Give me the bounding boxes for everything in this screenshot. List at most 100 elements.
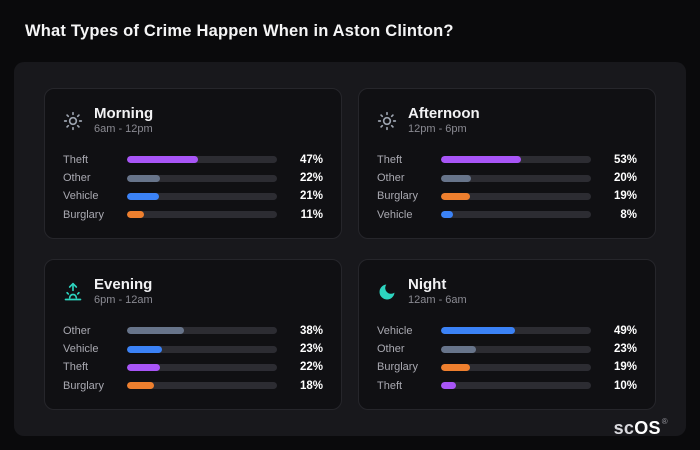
crime-percent-value: 10% <box>613 379 637 392</box>
crime-percent-value: 49% <box>613 324 637 337</box>
sun-icon <box>63 111 83 130</box>
crime-row: Other 20% <box>377 172 637 184</box>
card-title: Evening <box>94 276 153 293</box>
crime-category-label: Vehicle <box>377 208 413 221</box>
bar-track <box>441 345 591 353</box>
card-night-header: Night 12am - 6am <box>377 276 637 308</box>
crime-percent-value: 38% <box>299 324 323 337</box>
bar-track <box>127 211 277 219</box>
crime-row: Other 23% <box>377 343 637 355</box>
crime-percent-value: 11% <box>300 208 323 221</box>
crime-category-label: Burglary <box>63 379 104 392</box>
bar-fill <box>441 363 470 371</box>
card-subtitle: 12am - 6am <box>408 294 467 307</box>
crime-category-label: Burglary <box>377 361 418 374</box>
crime-row: Theft 53% <box>377 154 637 166</box>
bar-chart: Other 38% Vehicle 23% Theft 22% Burglary 18% <box>63 318 323 395</box>
brand-suffix: OS <box>634 418 661 438</box>
crime-category-label: Burglary <box>63 208 104 221</box>
card-evening-header: Evening 6pm - 12am <box>63 276 323 308</box>
card-night: Night 12am - 6am Vehicle 49% Other 23% Burgl… <box>358 259 656 410</box>
card-title: Afternoon <box>408 105 480 122</box>
crime-percent-value: 23% <box>299 343 323 356</box>
crime-percent-value: 8% <box>620 208 637 221</box>
bar-chart: Vehicle 49% Other 23% Burglary 19% Theft 10% <box>377 318 637 395</box>
crime-percent-value: 53% <box>613 153 637 166</box>
bar-chart: Theft 47% Other 22% Vehicle 21% Burglary 11% <box>63 147 323 224</box>
crime-category-label: Burglary <box>377 190 418 203</box>
bar-fill <box>127 192 159 200</box>
crime-row: Burglary 11% <box>63 209 323 221</box>
bar-track <box>441 174 591 182</box>
crime-percent-value: 18% <box>299 379 323 392</box>
crime-category-label: Other <box>63 172 91 185</box>
crime-percent-value: 20% <box>613 172 637 185</box>
bar-track <box>127 174 277 182</box>
card-evening: Evening 6pm - 12am Other 38% Vehicle 23% The… <box>44 259 342 410</box>
card-subtitle: 6pm - 12am <box>94 294 153 307</box>
crime-category-label: Vehicle <box>63 190 99 203</box>
crime-times-panel: Morning 6am - 12pm Theft 47% Other 22% Vehic… <box>14 62 686 436</box>
crime-row: Burglary 18% <box>63 380 323 392</box>
crime-category-label: Theft <box>63 153 89 166</box>
crime-category-label: Theft <box>377 153 403 166</box>
card-subtitle: 6am - 12pm <box>94 123 153 136</box>
crime-category-label: Theft <box>63 361 89 374</box>
bar-fill <box>127 327 184 335</box>
bar-fill <box>441 345 476 353</box>
bar-fill <box>127 363 160 371</box>
card-subtitle: 12pm - 6pm <box>408 123 467 136</box>
card-morning: Morning 6am - 12pm Theft 47% Other 22% Vehic… <box>44 88 342 239</box>
bar-track <box>441 156 591 164</box>
bar-track <box>441 363 591 371</box>
brand-logo: scOS® <box>613 417 668 438</box>
bar-fill <box>127 156 198 164</box>
crime-category-label: Other <box>377 172 405 185</box>
crime-row: Other 22% <box>63 172 323 184</box>
crime-row: Burglary 19% <box>377 361 637 373</box>
card-title: Night <box>408 276 447 293</box>
crime-row: Vehicle 21% <box>63 190 323 202</box>
sunset-icon <box>64 282 82 301</box>
bar-track <box>441 192 591 200</box>
bar-fill <box>127 382 154 390</box>
bar-fill <box>127 211 144 219</box>
crime-category-label: Theft <box>377 379 403 392</box>
crime-row: Other 38% <box>63 325 323 337</box>
crime-category-label: Vehicle <box>377 324 413 337</box>
crime-row: Vehicle 8% <box>377 209 637 221</box>
bar-fill <box>441 327 515 335</box>
bar-track <box>127 156 277 164</box>
page-title: What Types of Crime Happen When in Aston… <box>25 22 454 40</box>
bar-track <box>127 382 277 390</box>
card-afternoon: Afternoon 12pm - 6pm Theft 53% Other 20% Bur… <box>358 88 656 239</box>
sun-icon <box>377 111 397 130</box>
crime-row: Theft 10% <box>377 380 637 392</box>
crime-percent-value: 22% <box>299 172 323 185</box>
card-morning-header: Morning 6am - 12pm <box>63 105 323 137</box>
registered-mark: ® <box>661 417 668 426</box>
bar-track <box>441 327 591 335</box>
crime-row: Vehicle 49% <box>377 325 637 337</box>
crime-row: Burglary 19% <box>377 190 637 202</box>
bar-fill <box>441 156 521 164</box>
bar-track <box>127 327 277 335</box>
crime-percent-value: 19% <box>613 190 637 203</box>
bar-track <box>441 211 591 219</box>
bar-fill <box>441 382 456 390</box>
bar-track <box>441 382 591 390</box>
bar-fill <box>441 211 453 219</box>
bar-chart: Theft 53% Other 20% Burglary 19% Vehicle 8% <box>377 147 637 224</box>
bar-fill <box>127 345 162 353</box>
brand-prefix: sc <box>613 418 635 438</box>
crime-row: Vehicle 23% <box>63 343 323 355</box>
card-afternoon-header: Afternoon 12pm - 6pm <box>377 105 637 137</box>
crime-percent-value: 21% <box>299 190 323 203</box>
crime-category-label: Vehicle <box>63 343 99 356</box>
crime-category-label: Other <box>377 343 405 356</box>
crime-percent-value: 23% <box>613 343 637 356</box>
crime-row: Theft 22% <box>63 361 323 373</box>
crime-category-label: Other <box>63 324 91 337</box>
crime-percent-value: 19% <box>613 361 637 374</box>
bar-track <box>127 345 277 353</box>
